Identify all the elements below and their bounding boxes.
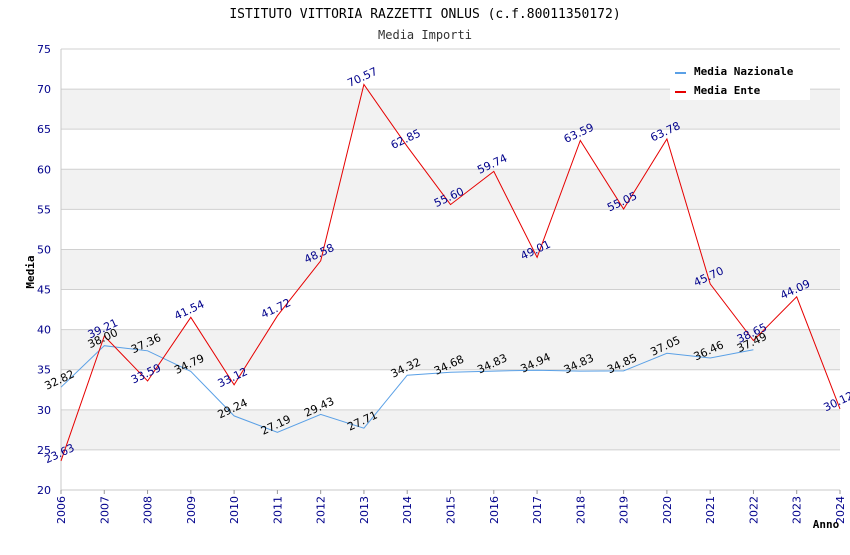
chart-title: ISTITUTO VITTORIA RAZZETTI ONLUS (c.f.80… [229, 7, 620, 22]
plot-band [61, 289, 840, 330]
plot-band [61, 249, 840, 290]
y-tick-label: 60 [37, 163, 51, 176]
x-tick-label: 2009 [185, 496, 198, 524]
y-tick-label: 65 [37, 123, 51, 136]
legend-box [670, 60, 810, 100]
x-tick-label: 2012 [315, 496, 328, 524]
y-tick-label: 30 [37, 404, 51, 417]
plot-band [61, 409, 840, 450]
x-tick-label: 2021 [704, 496, 717, 524]
y-tick-label: 35 [37, 364, 51, 377]
x-tick-label: 2020 [661, 496, 674, 524]
plot-band [61, 209, 840, 250]
y-tick-label: 20 [37, 484, 51, 497]
legend-label-media-nazionale: Media Nazionale [694, 65, 794, 78]
x-tick-label: 2023 [791, 496, 804, 524]
plot-band [61, 169, 840, 210]
y-tick-label: 40 [37, 324, 51, 337]
series-line-media-ente [60, 83, 841, 462]
x-tick-label: 2017 [531, 496, 544, 524]
x-tick-label: 2013 [358, 496, 371, 524]
series-lines [60, 83, 841, 462]
legend: Media Nazionale Media Ente [670, 60, 810, 100]
y-ticks: 20 25 30 35 40 45 50 55 60 65 70 75 [37, 43, 51, 497]
x-tick-label: 2016 [488, 496, 501, 524]
plot-band [61, 449, 840, 490]
x-tick-label: 2018 [574, 496, 587, 524]
plot-band [61, 329, 840, 370]
x-tick-label: 2011 [271, 496, 284, 524]
plot-bands [61, 49, 840, 490]
x-tick-label: 2015 [445, 496, 458, 524]
y-tick-label: 45 [37, 284, 51, 297]
x-tick-label: 2024 [834, 496, 847, 524]
y-tick-label: 70 [37, 83, 51, 96]
y-tick-label: 50 [37, 243, 51, 256]
plot-band [61, 369, 840, 410]
x-tick-label: 2006 [55, 496, 68, 524]
legend-label-media-ente: Media Ente [694, 84, 761, 97]
x-ticks: 2006 2007 2008 2009 2010 2011 2012 2013 2014 2015… [55, 490, 847, 524]
x-tick-label: 2007 [98, 496, 111, 524]
chart-subtitle: Media Importi [378, 28, 472, 42]
y-axis-label: Media [24, 255, 37, 288]
plot-band [61, 129, 840, 170]
y-tick-label: 75 [37, 43, 51, 56]
series-line-media-nazionale [60, 345, 754, 433]
y-tick-label: 25 [37, 444, 51, 457]
x-tick-label: 2014 [401, 496, 414, 524]
x-axis-label: Anno [813, 518, 840, 531]
x-tick-label: 2022 [747, 496, 760, 524]
x-tick-label: 2008 [142, 496, 155, 524]
x-tick-label: 2019 [618, 496, 631, 524]
x-tick-label: 2010 [228, 496, 241, 524]
y-tick-label: 55 [37, 203, 51, 216]
